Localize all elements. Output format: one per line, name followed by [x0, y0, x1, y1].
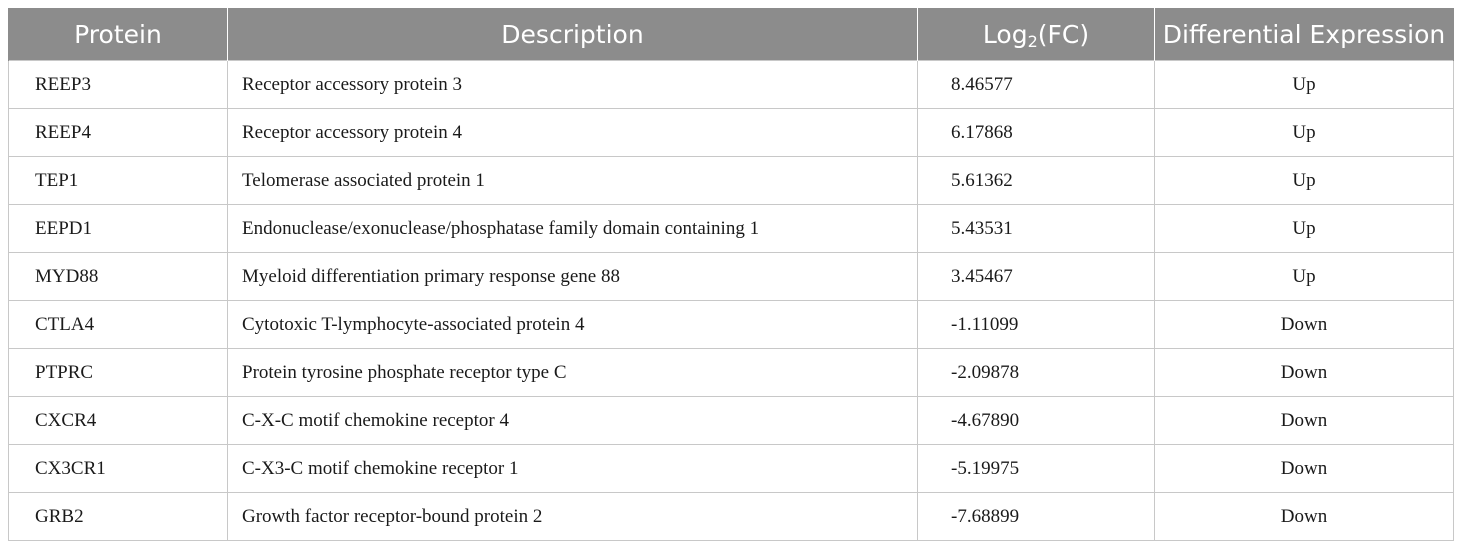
cell-protein: TEP1 [8, 156, 228, 205]
cell-protein: CTLA4 [8, 300, 228, 349]
cell-expression: Up [1154, 204, 1454, 253]
cell-expression: Down [1154, 444, 1454, 493]
cell-expression: Up [1154, 252, 1454, 301]
cell-logfc: 6.17868 [917, 108, 1155, 157]
cell-logfc: -7.68899 [917, 492, 1155, 541]
table-row: PTPRC Protein tyrosine phosphate recepto… [8, 348, 1454, 397]
cell-logfc: 8.46577 [917, 60, 1155, 109]
cell-logfc: 5.61362 [917, 156, 1155, 205]
cell-expression: Up [1154, 60, 1454, 109]
table-row: CTLA4 Cytotoxic T-lymphocyte-associated … [8, 300, 1454, 349]
cell-description: Receptor accessory protein 4 [227, 108, 918, 157]
cell-expression: Up [1154, 108, 1454, 157]
cell-description: Cytotoxic T-lymphocyte-associated protei… [227, 300, 918, 349]
cell-description: Telomerase associated protein 1 [227, 156, 918, 205]
table-row: GRB2 Growth factor receptor-bound protei… [8, 492, 1454, 541]
cell-expression: Up [1154, 156, 1454, 205]
header-protein: Protein [8, 8, 228, 61]
cell-logfc: 3.45467 [917, 252, 1155, 301]
table-row: TEP1 Telomerase associated protein 1 5.6… [8, 156, 1454, 205]
cell-description: C-X-C motif chemokine receptor 4 [227, 396, 918, 445]
header-differential-expression: Differential Expression [1154, 8, 1454, 61]
cell-protein: REEP4 [8, 108, 228, 157]
table-row: EEPD1 Endonuclease/exonuclease/phosphata… [8, 204, 1454, 253]
cell-description: Protein tyrosine phosphate receptor type… [227, 348, 918, 397]
protein-table: Protein Description Log2(FC) Differentia… [8, 8, 1454, 541]
cell-expression: Down [1154, 300, 1454, 349]
cell-description: Growth factor receptor-bound protein 2 [227, 492, 918, 541]
cell-logfc: -4.67890 [917, 396, 1155, 445]
cell-expression: Down [1154, 396, 1454, 445]
table-row: MYD88 Myeloid differentiation primary re… [8, 252, 1454, 301]
cell-logfc: -5.19975 [917, 444, 1155, 493]
cell-expression: Down [1154, 348, 1454, 397]
header-logfc-tail: (FC) [1037, 19, 1090, 49]
table-row: REEP3 Receptor accessory protein 3 8.465… [8, 60, 1454, 109]
table-header-row: Protein Description Log2(FC) Differentia… [8, 8, 1454, 61]
header-logfc: Log2(FC) [917, 8, 1155, 61]
table-row: CXCR4 C-X-C motif chemokine receptor 4 -… [8, 396, 1454, 445]
header-logfc-subscript: 2 [1027, 31, 1038, 51]
protein-table-container: Protein Description Log2(FC) Differentia… [8, 8, 1454, 541]
cell-logfc: 5.43531 [917, 204, 1155, 253]
cell-description: Myeloid differentiation primary response… [227, 252, 918, 301]
cell-logfc: -1.11099 [917, 300, 1155, 349]
cell-expression: Down [1154, 492, 1454, 541]
cell-description: C-X3-C motif chemokine receptor 1 [227, 444, 918, 493]
cell-protein: REEP3 [8, 60, 228, 109]
cell-logfc: -2.09878 [917, 348, 1155, 397]
cell-description: Endonuclease/exonuclease/phosphatase fam… [227, 204, 918, 253]
cell-protein: EEPD1 [8, 204, 228, 253]
cell-protein: MYD88 [8, 252, 228, 301]
cell-protein: CX3CR1 [8, 444, 228, 493]
cell-protein: PTPRC [8, 348, 228, 397]
header-logfc-base: Log [982, 19, 1028, 49]
table-row: CX3CR1 C-X3-C motif chemokine receptor 1… [8, 444, 1454, 493]
cell-protein: GRB2 [8, 492, 228, 541]
header-description: Description [227, 8, 918, 61]
table-row: REEP4 Receptor accessory protein 4 6.178… [8, 108, 1454, 157]
cell-description: Receptor accessory protein 3 [227, 60, 918, 109]
cell-protein: CXCR4 [8, 396, 228, 445]
